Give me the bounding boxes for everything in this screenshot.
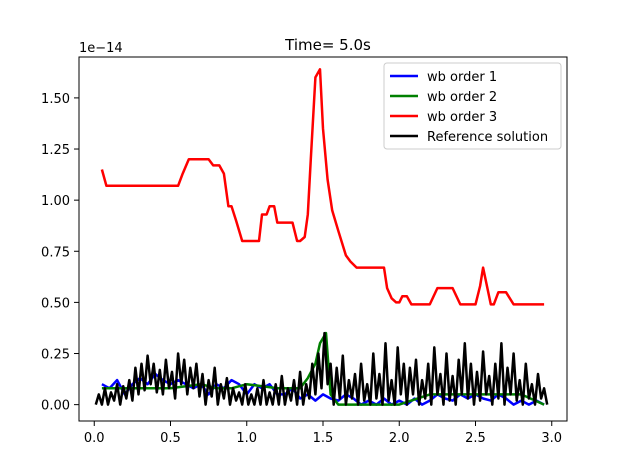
x-tick-label: 1.0 <box>236 431 257 446</box>
y-tick-label: 0.00 <box>41 399 70 414</box>
y-axis: 0.00 0.25 0.50 0.75 1.00 1.25 1.50 <box>41 92 79 414</box>
series-line-4 <box>94 331 549 406</box>
series-line-2 <box>101 331 545 406</box>
x-tick-label: 0.5 <box>160 431 181 446</box>
x-axis: 0.0 0.5 1.0 1.5 2.0 2.5 3.0 <box>84 421 562 446</box>
legend-label-4: Reference solution <box>427 130 548 145</box>
y-tick-label: 0.50 <box>41 296 70 311</box>
y-tick-label: 1.25 <box>41 143 70 158</box>
x-tick-label: 1.5 <box>313 431 334 446</box>
legend-label-2: wb order 2 <box>427 90 497 105</box>
y-offset-label: 1e−14 <box>79 41 123 56</box>
y-tick-label: 0.75 <box>41 245 70 260</box>
legend: wb order 1 wb order 2 wb order 3 Reference … <box>383 62 562 150</box>
legend-label-3: wb order 3 <box>427 110 497 125</box>
x-tick-label: 3.0 <box>541 431 562 446</box>
x-tick-label: 0.0 <box>84 431 105 446</box>
x-tick-label: 2.5 <box>465 431 486 446</box>
plot-frame <box>78 56 568 422</box>
y-tick-label: 1.50 <box>41 92 70 107</box>
legend-box <box>383 62 562 150</box>
chart-title: Time= 5.0s <box>284 36 371 54</box>
series-line-3 <box>100 68 545 306</box>
x-tick-label: 2.0 <box>389 431 410 446</box>
series-layer <box>94 68 549 406</box>
y-tick-label: 0.25 <box>41 348 70 363</box>
y-tick-label: 1.00 <box>41 194 70 209</box>
legend-label-1: wb order 1 <box>427 70 497 85</box>
